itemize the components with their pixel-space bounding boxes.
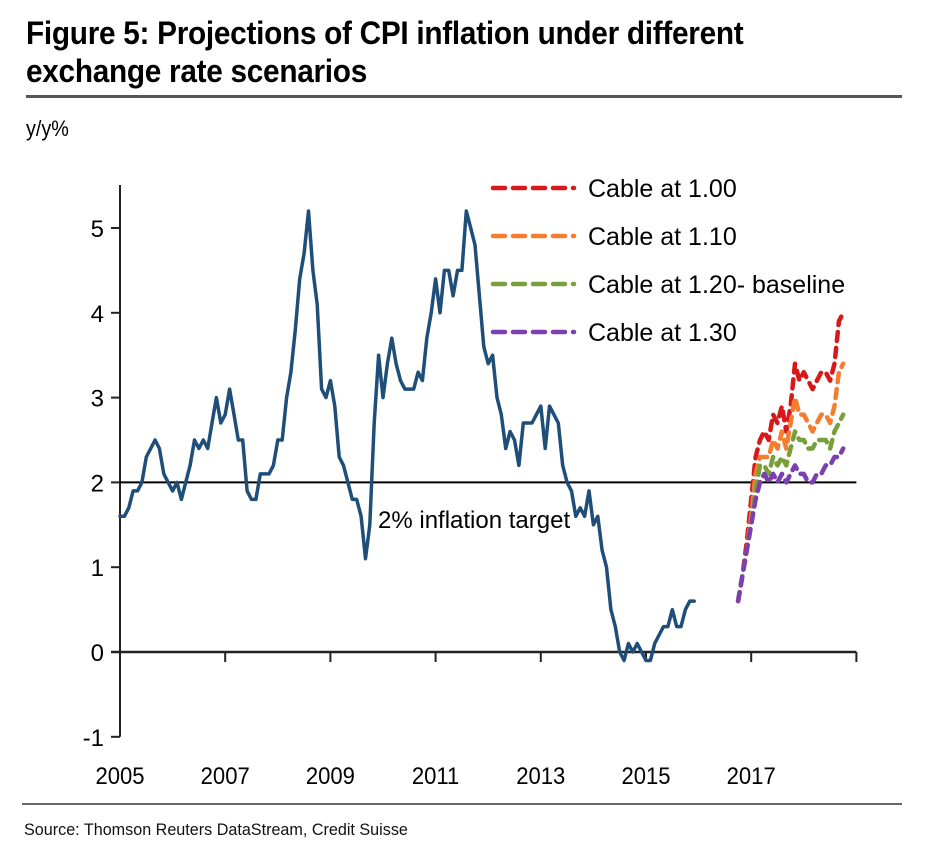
x-tick-label: 2017	[727, 762, 776, 789]
legend: Cable at 1.00 Cable at 1.10 Cable at 1.20-…	[490, 175, 845, 347]
legend-label-cable-at-1-20-baseline: Cable at 1.20- baseline	[588, 271, 845, 299]
x-tick-label: 2015	[621, 762, 670, 789]
legend-label-cable-at-1-10: Cable at 1.10	[588, 223, 737, 251]
series-group	[118, 209, 846, 663]
axes: -1 0 1 2 3 4 5 2005 2007 2009 2011 2013 2015 2017 2% i…	[83, 185, 858, 789]
chart-title-line-2: exchange rate scenarios	[26, 53, 367, 89]
footer-divider	[22, 803, 902, 805]
chart-title: Figure 5: Projections of CPI inflation u…	[26, 14, 844, 90]
x-tick-label: 2009	[306, 762, 355, 789]
source-note: Source: Thomson Reuters DataStream, Cred…	[24, 820, 408, 839]
legend-label-cable-at-1-30: Cable at 1.30	[588, 319, 737, 347]
x-tick-label: 2013	[516, 762, 565, 789]
series-line-uk-cpi-inflation	[118, 209, 696, 663]
inflation-target-label: 2% inflation target	[378, 507, 570, 534]
y-tick-label: 1	[91, 555, 104, 582]
chart-title-line-1: Figure 5: Projections of CPI inflation u…	[26, 15, 744, 51]
title-divider	[26, 95, 902, 98]
y-tick-label: 3	[91, 386, 104, 413]
y-tick-label: 0	[91, 640, 104, 667]
x-tick-label: 2007	[201, 762, 250, 789]
y-tick-label: 5	[91, 216, 104, 243]
y-tick-label: 4	[91, 301, 104, 328]
y-tick-label: 2	[91, 470, 104, 497]
y-tick-label: -1	[83, 725, 104, 752]
series-line-cable-at-1-10	[735, 361, 846, 604]
x-tick-label: 2005	[95, 762, 144, 789]
y-axis-unit-label: y/y%	[26, 116, 69, 141]
series-line-cable-at-1-30	[735, 446, 846, 604]
x-tick-label: 2011	[412, 762, 459, 789]
legend-label-cable-at-1-00: Cable at 1.00	[588, 175, 737, 203]
series-line-cable-at-1-00	[735, 310, 846, 604]
